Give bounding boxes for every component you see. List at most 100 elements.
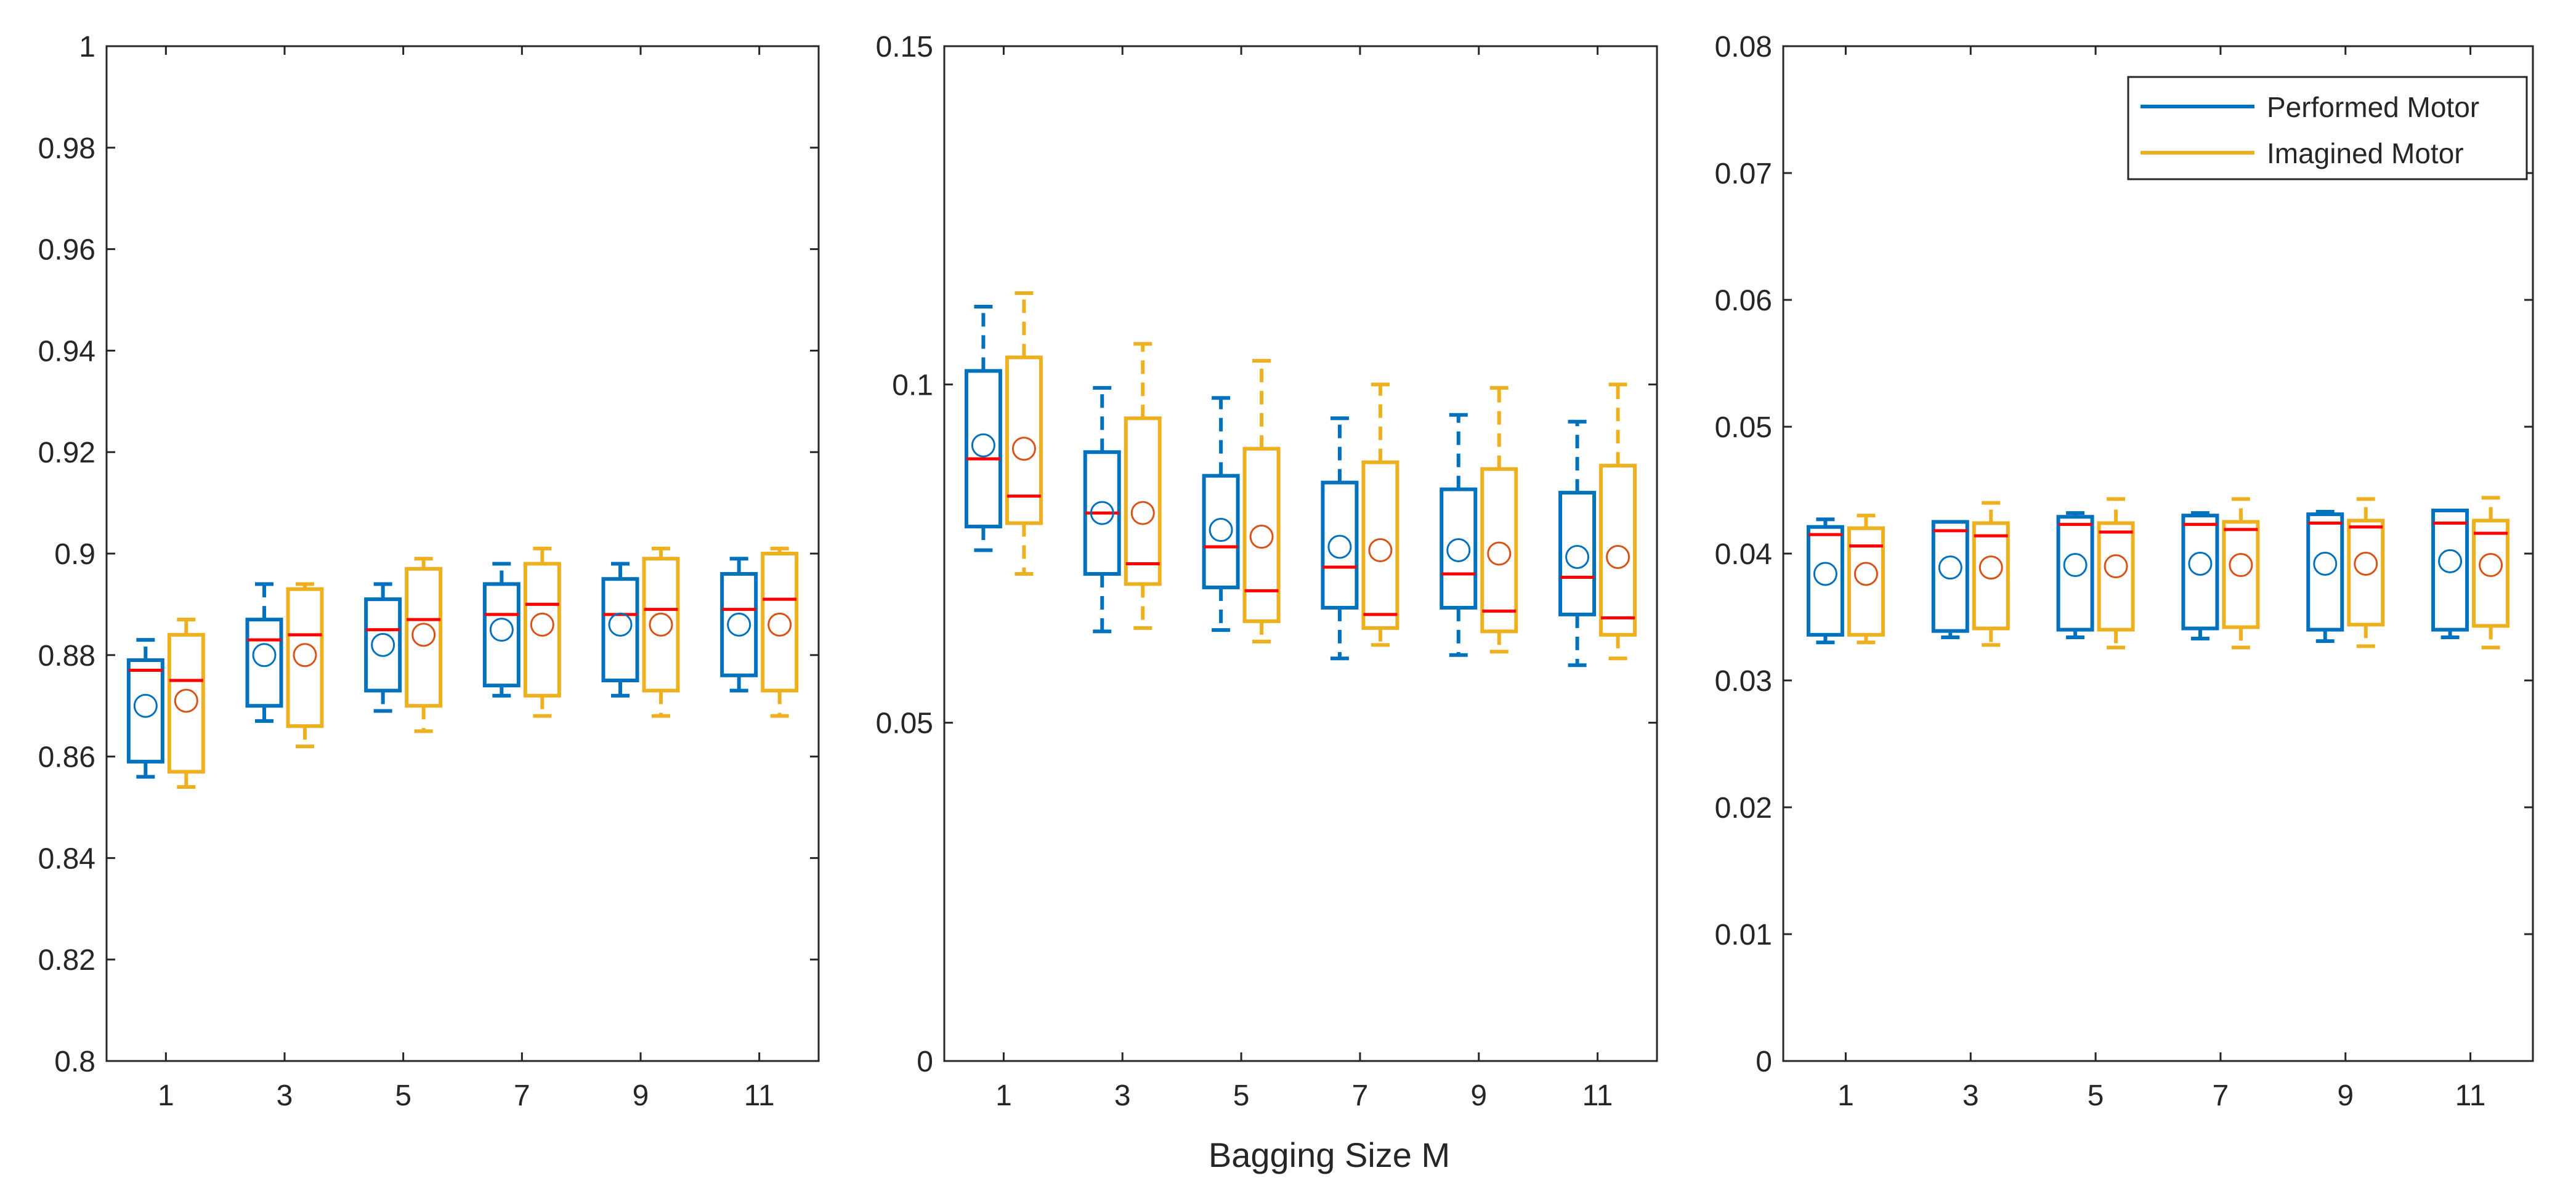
y-tick-label: 0.07 (1715, 158, 1772, 190)
x-tick-label: 11 (744, 1079, 775, 1112)
y-tick-label: 0.08 (1715, 31, 1772, 63)
y-tick-label: 0.84 (38, 842, 95, 875)
mean-marker (2229, 553, 2253, 578)
mean-marker (1209, 518, 1233, 543)
mean-marker (1249, 525, 1274, 549)
mean-marker (1938, 555, 1962, 580)
mean-marker (971, 433, 995, 458)
box-imagined (1005, 291, 1043, 576)
mean-marker (1853, 562, 1878, 586)
iqr-box (1806, 525, 1844, 637)
iqr-box (1931, 520, 1969, 633)
y-tick-label: 0.9 (54, 538, 95, 571)
mean-marker (2188, 551, 2213, 576)
iqr-box (2181, 514, 2219, 631)
y-tick-label: 0.1 (892, 369, 933, 401)
mean-marker (2063, 553, 2088, 578)
panel-2-box-plot: 0 0.05 0.1 0.15 1 3 5 7 9 11 (876, 31, 1658, 1112)
x-tick-label: 5 (2088, 1079, 2104, 1112)
mean-marker (293, 643, 317, 668)
mean-marker (649, 612, 673, 637)
mean-marker (174, 688, 198, 713)
mean-marker (1011, 437, 1036, 461)
legend-box (2127, 76, 2528, 180)
box-performed (245, 582, 283, 723)
box-performed (2431, 508, 2469, 639)
box-performed (364, 582, 402, 713)
legend-label-imagined: Imagined Motor (2267, 137, 2464, 169)
y-tick-label: 0 (1756, 1046, 1772, 1078)
y-tick-label: 0.88 (38, 640, 95, 672)
mean-marker (489, 618, 514, 642)
mean-marker (530, 612, 554, 637)
y-tick-label: 0.15 (876, 31, 933, 63)
x-tick-label: 1 (158, 1079, 174, 1112)
box-performed (601, 562, 639, 698)
mean-marker (411, 623, 436, 647)
x-tick-label: 7 (1352, 1079, 1369, 1112)
axes-frame (943, 45, 1658, 1062)
x-tick-label: 7 (2213, 1079, 2229, 1112)
y-tick-label: 0.92 (38, 437, 95, 469)
y-tick-label: 0.06 (1715, 284, 1772, 317)
mean-marker (1090, 501, 1114, 525)
box-performed (1806, 517, 1844, 645)
mean-marker (608, 612, 633, 637)
x-tick-label: 11 (1582, 1079, 1613, 1112)
mean-marker (1606, 544, 1630, 569)
mean-marker (2104, 554, 2128, 579)
y-tick-label: 0.03 (1715, 665, 1772, 698)
box-performed (720, 557, 758, 693)
iqr-box (286, 587, 324, 728)
y-tick-label: 0.82 (38, 944, 95, 977)
box-imagined (1480, 385, 1518, 654)
x-tick-label: 1 (1837, 1079, 1854, 1112)
mean-marker (133, 693, 158, 718)
y-tick-label: 0 (917, 1046, 933, 1078)
box-imagined (2347, 497, 2385, 648)
iqr-box (245, 618, 283, 708)
box-performed (1321, 416, 1359, 661)
iqr-box (1480, 467, 1518, 634)
x-axis-label: Bagging Size M (1209, 1136, 1450, 1174)
iqr-box (761, 552, 799, 693)
mean-marker (2354, 551, 2378, 576)
legend-label-performed: Performed Motor (2267, 91, 2479, 123)
box-performed (1083, 385, 1121, 634)
y-tick-label: 0.98 (38, 132, 95, 165)
mean-marker (1979, 555, 2003, 580)
iqr-box (2347, 518, 2385, 627)
x-tick-label: 9 (633, 1079, 649, 1112)
box-performed (2181, 511, 2219, 641)
mean-marker (2438, 549, 2463, 573)
mean-marker (2313, 551, 2338, 576)
iqr-box (1005, 355, 1043, 525)
box-imagined (1242, 358, 1281, 643)
y-tick-label: 0.05 (1715, 411, 1772, 444)
mean-marker (1487, 541, 1512, 566)
iqr-box (1124, 416, 1162, 586)
mean-marker (1813, 562, 1837, 586)
iqr-box (2306, 512, 2344, 632)
box-imagined (642, 546, 680, 718)
box-imagined (2472, 496, 2510, 650)
y-tick-label: 0.01 (1715, 919, 1772, 951)
mean-marker (252, 643, 277, 668)
iqr-box (126, 658, 164, 764)
iqr-box (1599, 464, 1637, 637)
y-tick-label: 0.8 (54, 1046, 95, 1078)
iqr-box (1972, 521, 2010, 631)
x-tick-label: 7 (514, 1079, 530, 1112)
iqr-box (482, 582, 520, 688)
mean-marker (2479, 553, 2503, 578)
box-performed (126, 638, 164, 779)
x-tick-label: 3 (1962, 1079, 1979, 1112)
mean-marker (1565, 544, 1590, 569)
mean-marker (1327, 535, 1352, 559)
iqr-box (1558, 491, 1597, 616)
box-performed (2306, 510, 2344, 643)
legend[interactable]: Performed Motor Imagined Motor (2127, 76, 2528, 180)
box-imagined (405, 557, 443, 733)
y-tick-label: 0.04 (1715, 538, 1772, 571)
